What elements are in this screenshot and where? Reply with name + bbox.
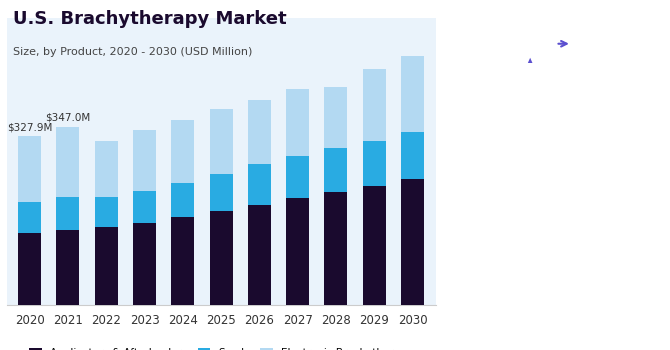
Bar	[18, 233, 41, 304]
Bar	[18, 136, 41, 202]
Bar	[324, 87, 348, 148]
Text: Size, by Product, 2020 - 2030 (USD Million): Size, by Product, 2020 - 2030 (USD Milli…	[13, 47, 253, 57]
Bar	[515, 18, 543, 63]
Bar	[286, 198, 309, 304]
Polygon shape	[528, 58, 533, 63]
Bar	[56, 127, 80, 197]
Bar	[286, 156, 309, 198]
Bar	[18, 202, 41, 233]
Bar	[248, 163, 271, 204]
Bar	[480, 18, 508, 63]
Text: U.S. Brachytherapy Market: U.S. Brachytherapy Market	[13, 10, 287, 28]
Bar	[362, 69, 386, 140]
Bar	[133, 191, 156, 223]
Bar	[401, 179, 424, 304]
Bar	[133, 223, 156, 304]
Bar	[94, 140, 118, 197]
Bar	[172, 217, 194, 304]
Bar	[324, 148, 348, 192]
Bar	[362, 140, 386, 186]
Bar	[210, 211, 232, 304]
Text: 6.8%: 6.8%	[505, 151, 604, 185]
Bar	[248, 99, 271, 163]
Bar	[94, 197, 118, 226]
Bar	[248, 204, 271, 304]
Text: Source:
www.grandviewresearch.com: Source: www.grandviewresearch.com	[466, 305, 616, 325]
Text: GRAND VIEW RESEARCH: GRAND VIEW RESEARCH	[493, 83, 616, 92]
Bar	[133, 130, 156, 191]
Text: $327.9M: $327.9M	[7, 122, 52, 132]
Bar	[210, 109, 232, 174]
Bar	[56, 230, 80, 304]
Bar	[324, 192, 348, 304]
Text: $347.0M: $347.0M	[46, 113, 90, 122]
Bar	[172, 183, 194, 217]
Bar	[94, 226, 118, 304]
Bar	[362, 186, 386, 304]
Bar	[56, 197, 80, 230]
Text: U.S. Market CAGR,
2023 - 2030: U.S. Market CAGR, 2023 - 2030	[500, 220, 609, 248]
Bar	[286, 89, 309, 156]
Bar	[210, 174, 232, 211]
Legend: Applicators & Afterloaders, Seeds, Electronic Brachytherapy: Applicators & Afterloaders, Seeds, Elect…	[25, 344, 417, 350]
Bar	[401, 56, 424, 132]
Bar	[401, 132, 424, 179]
Bar	[550, 18, 578, 63]
Bar	[172, 120, 194, 183]
